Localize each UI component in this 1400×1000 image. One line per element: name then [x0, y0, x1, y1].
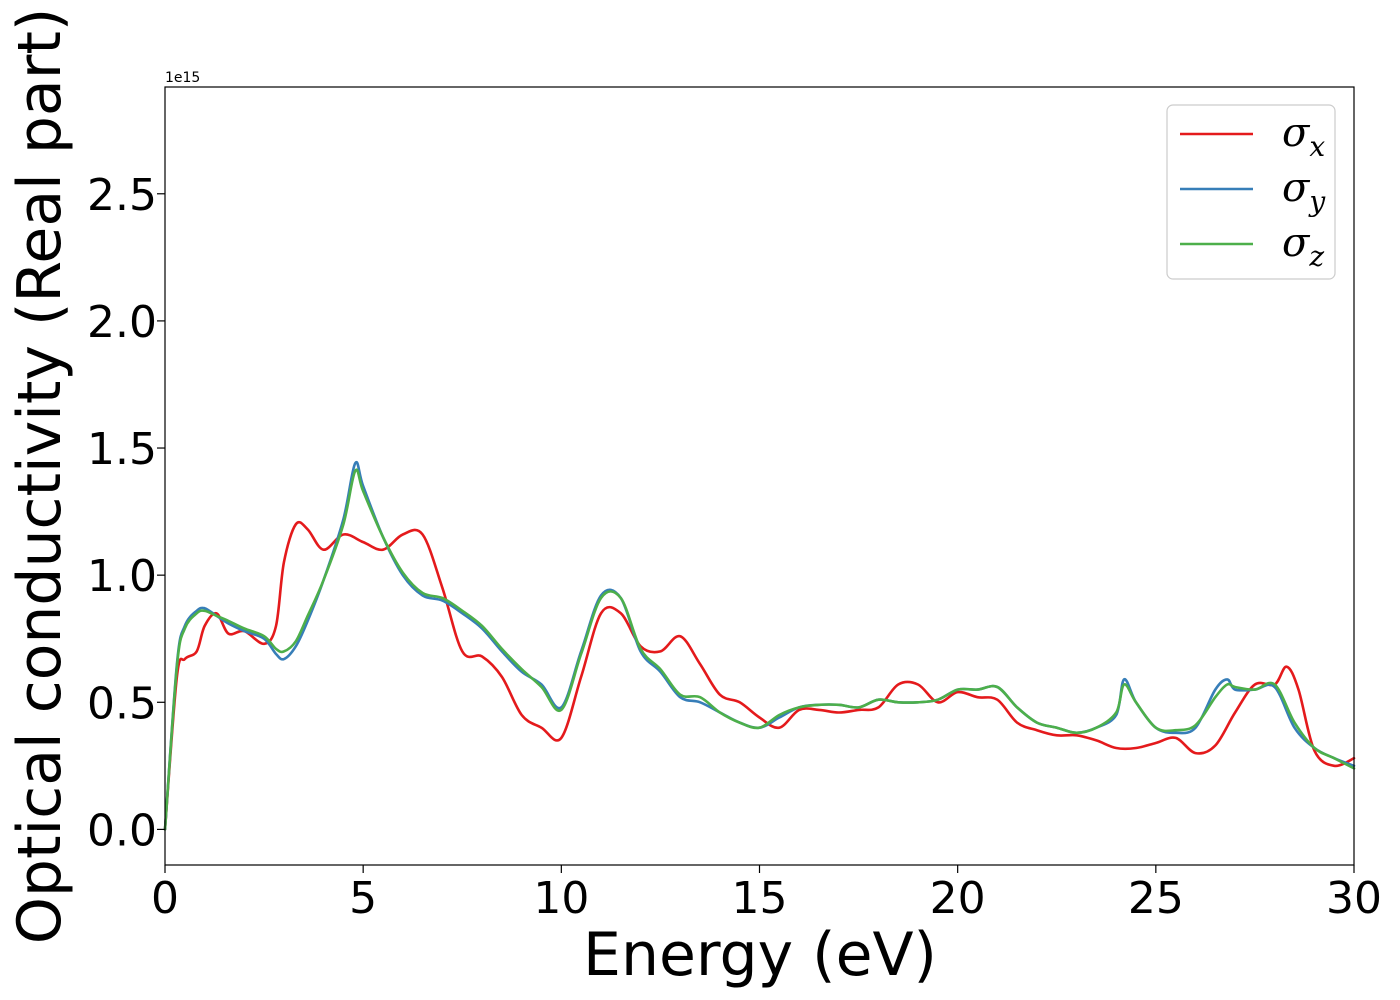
series-line-x	[163, 520, 1356, 831]
legend-label-x: σx	[1282, 110, 1325, 163]
y-tick-label: 2.0	[87, 297, 157, 348]
y-axis-label: Optical conductivity (Real part)	[5, 8, 75, 945]
x-tick-label: 0	[151, 873, 179, 924]
x-tick-label: 10	[533, 873, 589, 924]
x-tick-label: 25	[1128, 873, 1184, 924]
y-axis-offset-label: 1e15	[165, 70, 200, 86]
x-tick-label: 15	[732, 873, 788, 924]
legend-label-z: σz	[1282, 220, 1324, 273]
x-tick-label: 5	[349, 873, 377, 924]
y-tick-label: 0.0	[87, 805, 157, 856]
x-tick-label: 20	[930, 873, 986, 924]
x-axis: 0 5 10 15 20 25 30	[151, 865, 1382, 924]
y-tick-label: 1.0	[87, 551, 157, 602]
y-tick-label: 2.5	[87, 170, 157, 221]
series-line-y	[163, 460, 1356, 831]
legend-label-y: σy	[1282, 165, 1326, 218]
x-tick-label: 30	[1326, 873, 1382, 924]
legend-box	[1166, 104, 1336, 280]
y-axis: 0.0 0.5 1.0 1.5 2.0 2.5	[87, 170, 165, 856]
series-layer	[163, 460, 1356, 831]
series-line-z	[163, 468, 1356, 831]
y-tick-label: 0.5	[87, 678, 157, 729]
x-axis-label: Energy (eV)	[583, 920, 937, 990]
y-tick-label: 1.5	[87, 424, 157, 475]
